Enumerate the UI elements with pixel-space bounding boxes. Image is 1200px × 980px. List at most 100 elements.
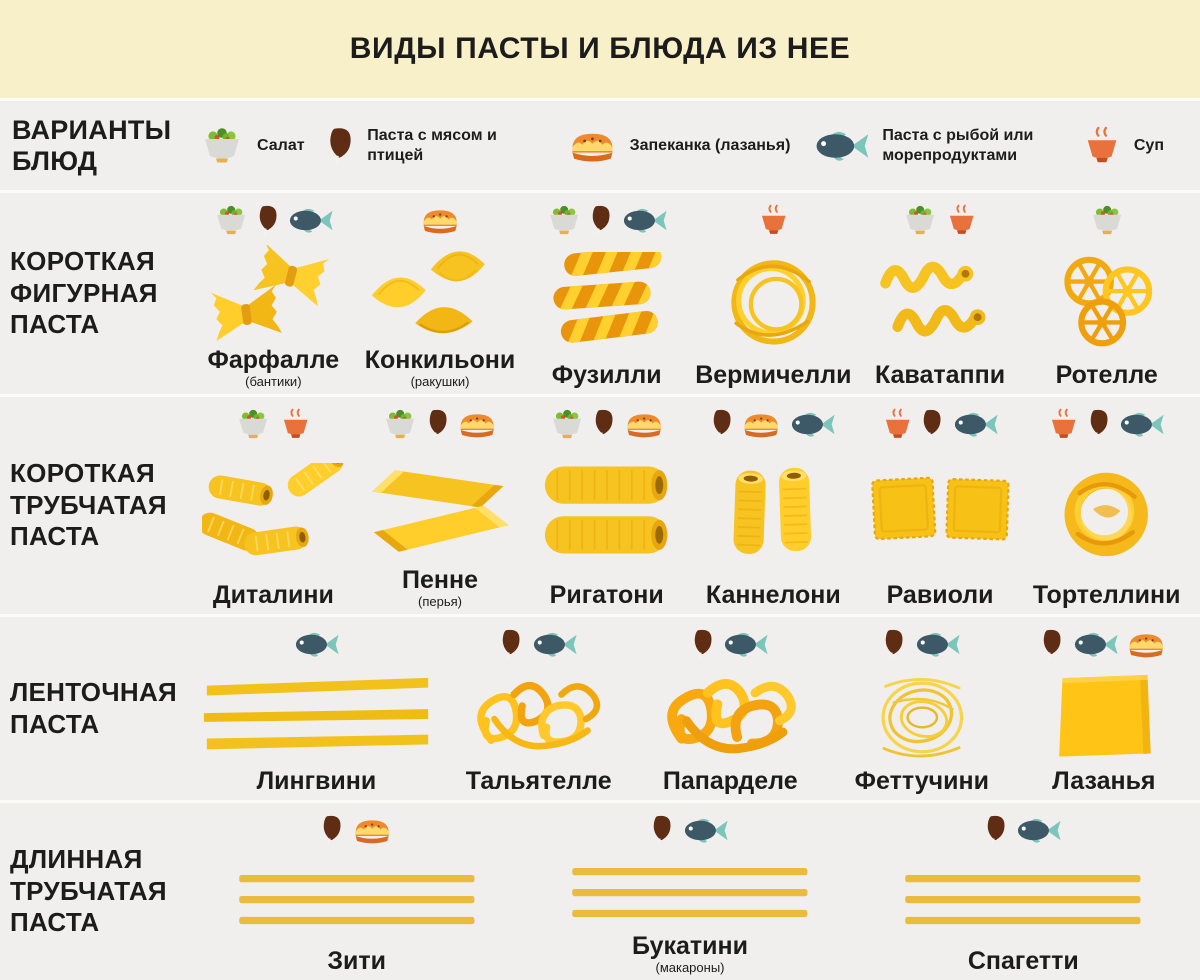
pasta-subname: (перья) (418, 594, 462, 609)
dish-icons (692, 621, 769, 667)
pasta-name: Фарфалле (207, 345, 340, 374)
legend-label: Паста с рыбой или морепродуктами (882, 126, 1034, 164)
legend-label: Запеканка (лазанья) (629, 136, 791, 154)
legend-label: Паста с мясом и птицей (367, 126, 497, 164)
category-label: КОРОТКАЯ ТРУБЧАТАЯ ПАСТА (10, 457, 167, 552)
fish-icon (914, 628, 961, 661)
pasta-name: Вермичелли (695, 360, 852, 389)
salad-icon (902, 204, 938, 237)
pasta-item: Тальятелле (443, 621, 635, 794)
chicken-icon (590, 204, 613, 237)
pasta-item: Равиоли (857, 401, 1024, 608)
category-row: КОРОТКАЯ ТРУБЧАТАЯ ПАСТА Диталини Пенне (пе… (0, 394, 1200, 614)
pasta-illustration-lasagna (1018, 667, 1190, 768)
dish-icons (500, 621, 577, 667)
dish-icons (758, 197, 789, 243)
soup-icon (1083, 126, 1121, 166)
chicken-icon (921, 408, 944, 441)
fish-icon (682, 814, 729, 847)
pasta-illustration-tortellini (1023, 447, 1190, 582)
pasta-name: Лингвини (256, 766, 377, 795)
pasta-columns: Зити Букатини (макароны) Спагетти (190, 803, 1200, 980)
chicken-icon (692, 628, 715, 661)
fish-icon (813, 126, 869, 166)
dish-icons (1048, 401, 1165, 447)
fish-icon (952, 408, 999, 441)
pasta-illustration-strips (190, 853, 523, 948)
legend-item-salad: Салат (200, 126, 305, 166)
chicken-icon (321, 814, 344, 847)
fish-icon (722, 628, 769, 661)
chicken-icon (651, 814, 674, 847)
pasta-item: Тортеллини (1023, 401, 1190, 608)
pasta-item: Конкильони (ракушки) (357, 197, 524, 388)
pie-icon (568, 126, 617, 166)
category-label: ЛЕНТОЧНАЯ ПАСТА (10, 676, 178, 739)
pasta-illustration-farfalle (190, 243, 357, 347)
category-row: КОРОТКАЯ ФИГУРНАЯ ПАСТА Фарфалле (бантики)… (0, 190, 1200, 394)
pasta-item: Феттучини (826, 621, 1018, 794)
dish-icons (293, 621, 340, 667)
category-label: ДЛИННАЯ ТРУБЧАТАЯ ПАСТА (10, 843, 167, 938)
pasta-columns: Фарфалле (бантики) Конкильони (ракушки) Фузи… (190, 193, 1200, 394)
pasta-illustration-ditalini (190, 447, 357, 582)
pasta-subname: (макароны) (655, 960, 725, 975)
salad-icon (200, 126, 244, 166)
pasta-item: Вермичелли (690, 197, 857, 388)
dish-icons (985, 807, 1062, 853)
pasta-item: Фузилли (523, 197, 690, 388)
pasta-illustration-pappardelle (634, 667, 826, 768)
pasta-name: Букатини (631, 931, 749, 960)
pie-icon (624, 408, 664, 441)
page-title: ВИДЫ ПАСТЫ И БЛЮДА ИЗ НЕЕ (349, 32, 851, 65)
pasta-name: Спагетти (967, 946, 1079, 975)
chicken-icon (985, 814, 1008, 847)
pasta-name: Зити (327, 946, 386, 975)
legend-item-soup: Суп (1083, 126, 1164, 166)
pasta-name: Тальятелле (465, 766, 612, 795)
fish-icon (1015, 814, 1062, 847)
dish-icons (321, 807, 392, 853)
pasta-illustration-vermicelli (690, 243, 857, 362)
pasta-name: Пенне (402, 565, 478, 594)
chicken-icon (593, 408, 616, 441)
legend-item-chicken: Паста с мясом и птицей (327, 126, 545, 166)
dish-icons (651, 807, 728, 853)
pasta-name: Лазанья (1052, 766, 1156, 795)
pasta-illustration-cannelloni (690, 447, 857, 582)
pasta-item: Каватаппи (857, 197, 1024, 388)
pasta-item: Папарделе (634, 621, 826, 794)
dish-icons (213, 197, 334, 243)
dish-icons (1089, 197, 1125, 243)
pasta-item: Пенне (перья) (357, 401, 524, 608)
chicken-icon (257, 204, 280, 237)
pasta-name: Ригатони (549, 580, 664, 609)
dish-icons (882, 401, 999, 447)
soup-icon (758, 204, 789, 237)
pasta-item: Ригатони (523, 401, 690, 608)
pasta-illustration-fusilli (523, 243, 690, 362)
chicken-icon (711, 408, 734, 441)
pasta-item: Букатини (макароны) (523, 807, 856, 974)
pasta-name: Фузилли (551, 360, 662, 389)
pasta-illustration-ravioli (857, 447, 1024, 582)
pasta-name: Конкильони (364, 345, 516, 374)
category-label: КОРОТКАЯ ФИГУРНАЯ ПАСТА (10, 245, 158, 340)
dish-icons (546, 197, 667, 243)
salad-icon (546, 204, 582, 237)
pasta-name: Каватаппи (874, 360, 1006, 389)
pasta-name: Феттучини (854, 766, 989, 795)
soup-icon (946, 204, 977, 237)
pie-icon (457, 408, 497, 441)
fish-icon (621, 204, 668, 237)
soup-icon (1048, 408, 1079, 441)
pasta-item: Спагетти (857, 807, 1190, 974)
chicken-icon (1041, 628, 1064, 661)
dish-icons (883, 621, 960, 667)
soup-icon (882, 408, 913, 441)
chicken-icon (883, 628, 906, 661)
pasta-illustration-rotelle (1023, 243, 1190, 362)
pasta-illustration-strips (857, 853, 1190, 948)
dish-icons (902, 197, 978, 243)
pie-icon (1126, 628, 1166, 661)
